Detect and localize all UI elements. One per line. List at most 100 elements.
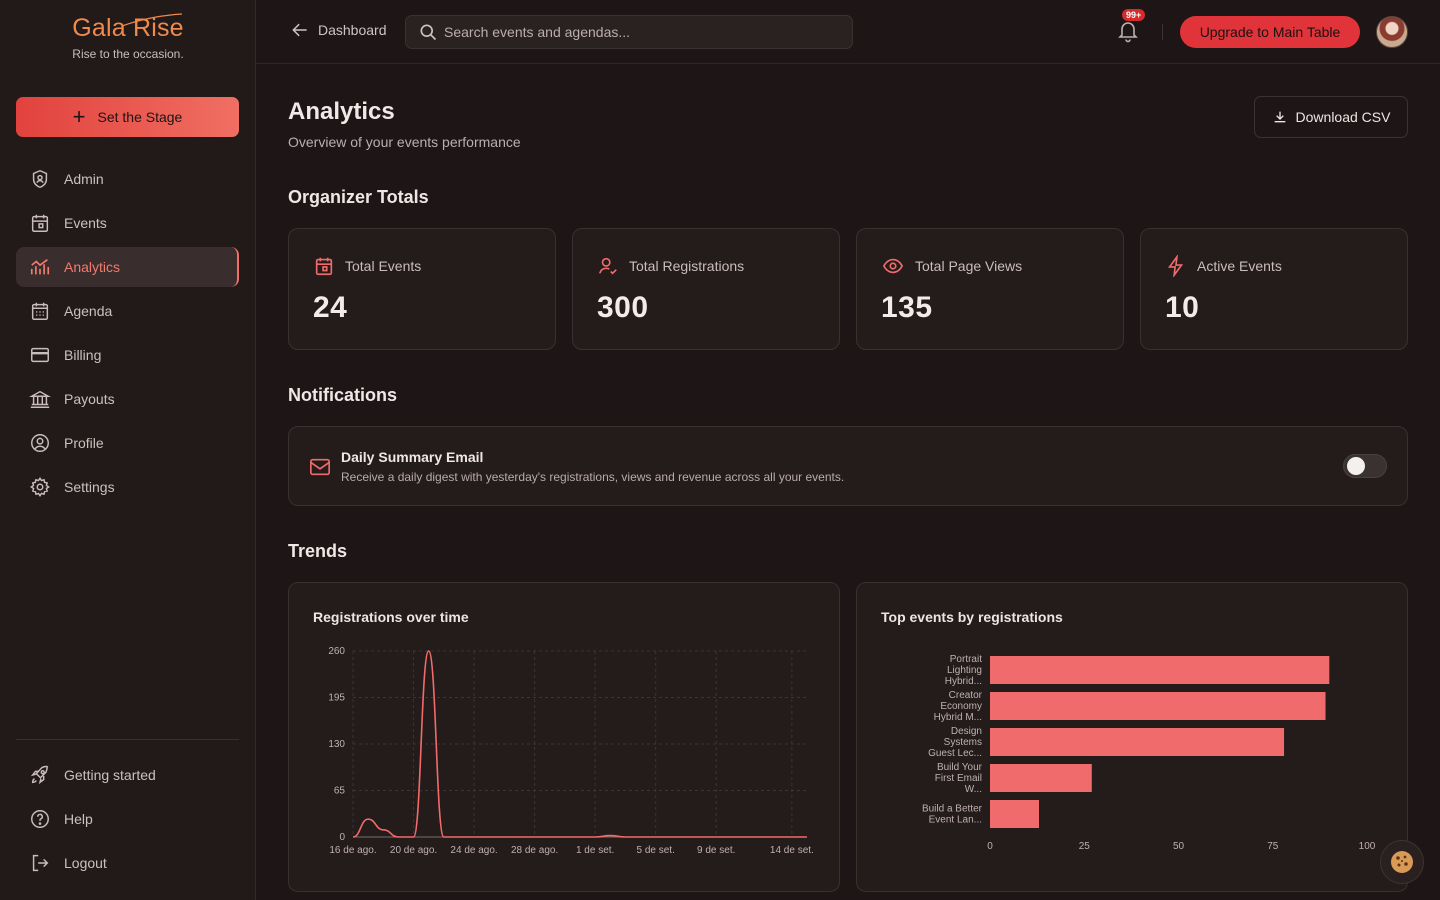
x-tick-label: 5 de set. xyxy=(636,845,674,856)
bar[interactable] xyxy=(990,692,1326,720)
category-label: Event Lan... xyxy=(929,815,982,826)
credit-card-icon xyxy=(28,343,52,367)
sidebar-item-logout[interactable]: Logout xyxy=(16,843,239,883)
category-label: Hybrid... xyxy=(945,676,982,687)
x-tick-label: 28 de ago. xyxy=(511,845,558,856)
bank-icon xyxy=(28,387,52,411)
plus-icon: + xyxy=(72,104,86,129)
brand-tagline: Rise to the occasion. xyxy=(72,47,184,61)
cookie-icon xyxy=(1391,851,1413,873)
category-label: Creator xyxy=(949,690,983,701)
sidebar-item-settings[interactable]: Settings xyxy=(16,467,239,507)
category-label: Design xyxy=(951,726,982,737)
x-tick-label: 14 de set. xyxy=(770,845,814,856)
bar[interactable] xyxy=(990,764,1092,792)
sidebar-item-payouts[interactable]: Payouts xyxy=(16,379,239,419)
y-tick-label: 130 xyxy=(328,739,345,750)
set-the-stage-button[interactable]: + Set the Stage xyxy=(16,97,239,137)
sidebar-item-getting-started[interactable]: Getting started xyxy=(16,755,239,795)
sidebar-item-label: Getting started xyxy=(64,767,156,783)
agenda-icon xyxy=(28,299,52,323)
category-label: Lighting xyxy=(947,665,982,676)
top-events-chart-card: Top events by registrations Portrait Ligh… xyxy=(856,582,1408,892)
logout-icon xyxy=(28,851,52,875)
sidebar-divider xyxy=(16,739,239,740)
eye-icon xyxy=(882,258,904,274)
y-tick-label: 65 xyxy=(334,786,346,797)
sidebar-item-label: Payouts xyxy=(64,391,115,407)
stat-label: Total Events xyxy=(345,258,422,274)
sidebar-item-label: Events xyxy=(64,215,107,231)
sidebar-item-agenda[interactable]: Agenda xyxy=(16,291,239,331)
rocket-icon xyxy=(28,763,52,787)
daily-summary-description: Receive a daily digest with yesterday's … xyxy=(341,470,845,484)
upgrade-button[interactable]: Upgrade to Main Table xyxy=(1180,16,1360,48)
brand-swoosh-icon xyxy=(122,13,183,27)
category-label: Build Your xyxy=(937,762,983,773)
toggle-knob xyxy=(1347,457,1365,475)
stat-label: Total Page Views xyxy=(915,258,1023,274)
mail-icon xyxy=(310,458,330,476)
x-tick-label: 50 xyxy=(1173,841,1185,852)
search-box[interactable] xyxy=(405,15,853,49)
stat-card-active-events: Active Events 10 xyxy=(1140,228,1408,350)
sidebar-nav: Admin Events Analytics Agenda Billing xyxy=(16,159,239,511)
stat-label: Total Registrations xyxy=(629,258,745,274)
section-title-trends: Trends xyxy=(288,541,348,561)
x-tick-label: 75 xyxy=(1267,841,1279,852)
calendar-icon xyxy=(28,211,52,235)
x-tick-label: 1 de set. xyxy=(576,845,614,856)
sidebar-item-admin[interactable]: Admin xyxy=(16,159,239,199)
stat-value: 24 xyxy=(313,291,348,324)
registrations-line-chart: 0 65 130 195 260 16 de ago. 20 de ago. 24 de ag… xyxy=(328,646,814,856)
download-csv-label: Download CSV xyxy=(1295,109,1391,125)
sidebar-item-label: Profile xyxy=(64,435,104,451)
sidebar-item-billing[interactable]: Billing xyxy=(16,335,239,375)
search-icon xyxy=(420,24,437,41)
x-tick-label: 20 de ago. xyxy=(390,845,437,856)
back-label: Dashboard xyxy=(318,22,387,38)
sidebar-item-label: Settings xyxy=(64,479,115,495)
category-label: Guest Lec... xyxy=(928,748,982,759)
brand[interactable]: Gala Rise Rise to the occasion. xyxy=(0,13,256,61)
category-label: Systems xyxy=(944,737,982,748)
y-tick-label: 260 xyxy=(328,646,345,657)
topbar-divider xyxy=(1162,24,1163,40)
stat-label: Active Events xyxy=(1197,258,1282,274)
stat-value: 300 xyxy=(597,291,649,324)
analytics-icon xyxy=(28,255,52,279)
y-tick-label: 195 xyxy=(328,693,345,704)
stat-card-total-events: Total Events 24 xyxy=(288,228,556,350)
sidebar-item-events[interactable]: Events xyxy=(16,203,239,243)
bar[interactable] xyxy=(990,800,1040,828)
bar[interactable] xyxy=(990,656,1330,684)
search-input[interactable] xyxy=(444,24,844,40)
cookie-settings-button[interactable] xyxy=(1380,840,1424,884)
sidebar-item-profile[interactable]: Profile xyxy=(16,423,239,463)
stat-card-total-page-views: Total Page Views 135 xyxy=(856,228,1124,350)
x-tick-label: 9 de set. xyxy=(697,845,735,856)
set-the-stage-label: Set the Stage xyxy=(97,109,183,125)
stat-value: 135 xyxy=(881,291,933,324)
sidebar-item-analytics[interactable]: Analytics xyxy=(16,247,239,287)
sidebar-item-label: Help xyxy=(64,811,93,827)
x-tick-label: 16 de ago. xyxy=(329,845,376,856)
bell-icon[interactable] xyxy=(1116,18,1140,44)
sidebar-item-help[interactable]: Help xyxy=(16,799,239,839)
back-to-dashboard-link[interactable]: Dashboard xyxy=(290,20,387,40)
category-label: W... xyxy=(965,784,982,795)
sidebar-bottom-nav: Getting started Help Logout xyxy=(16,755,239,887)
section-title-notifications: Notifications xyxy=(288,385,398,405)
daily-summary-toggle[interactable] xyxy=(1343,454,1387,478)
sidebar-item-label: Agenda xyxy=(64,303,113,319)
daily-summary-card: Daily Summary Email Receive a daily dige… xyxy=(288,426,1408,506)
topbar: Dashboard 99+ Upgrade to Main Table xyxy=(256,0,1440,64)
stat-value: 10 xyxy=(1165,291,1200,324)
shield-icon xyxy=(28,167,52,191)
bar[interactable] xyxy=(990,728,1285,756)
avatar[interactable] xyxy=(1376,16,1408,48)
download-csv-button[interactable]: Download CSV xyxy=(1254,96,1408,138)
section-title-totals: Organizer Totals xyxy=(288,187,429,207)
arrow-left-icon xyxy=(292,23,307,37)
